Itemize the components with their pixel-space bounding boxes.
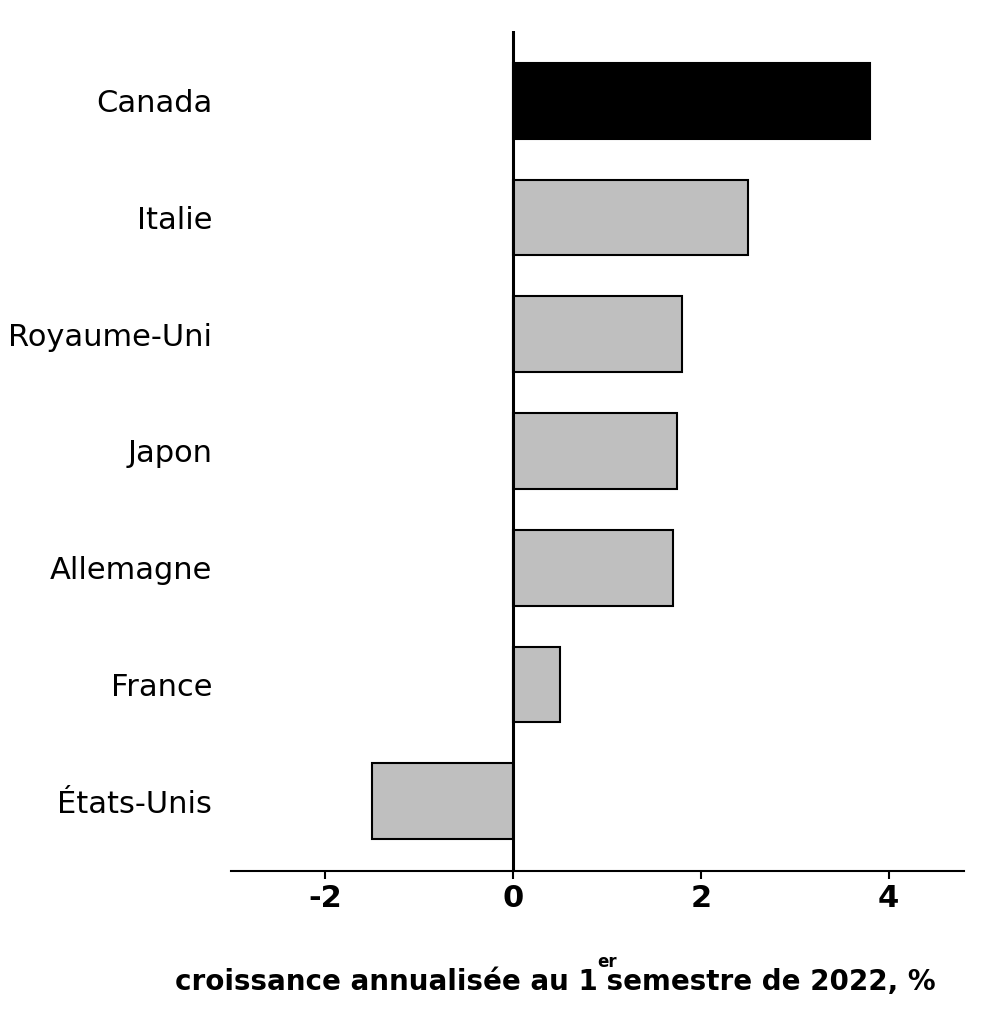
Text: er: er [597, 953, 617, 971]
Bar [513, 296, 681, 372]
Bar [513, 530, 672, 606]
Bar [513, 63, 869, 138]
Bar [513, 179, 747, 255]
Text: semestre de 2022, %: semestre de 2022, % [597, 968, 935, 996]
Bar [513, 413, 677, 489]
Text: croissance annualisée au 1: croissance annualisée au 1 [175, 968, 597, 996]
Bar [513, 647, 560, 723]
Bar [371, 764, 513, 839]
